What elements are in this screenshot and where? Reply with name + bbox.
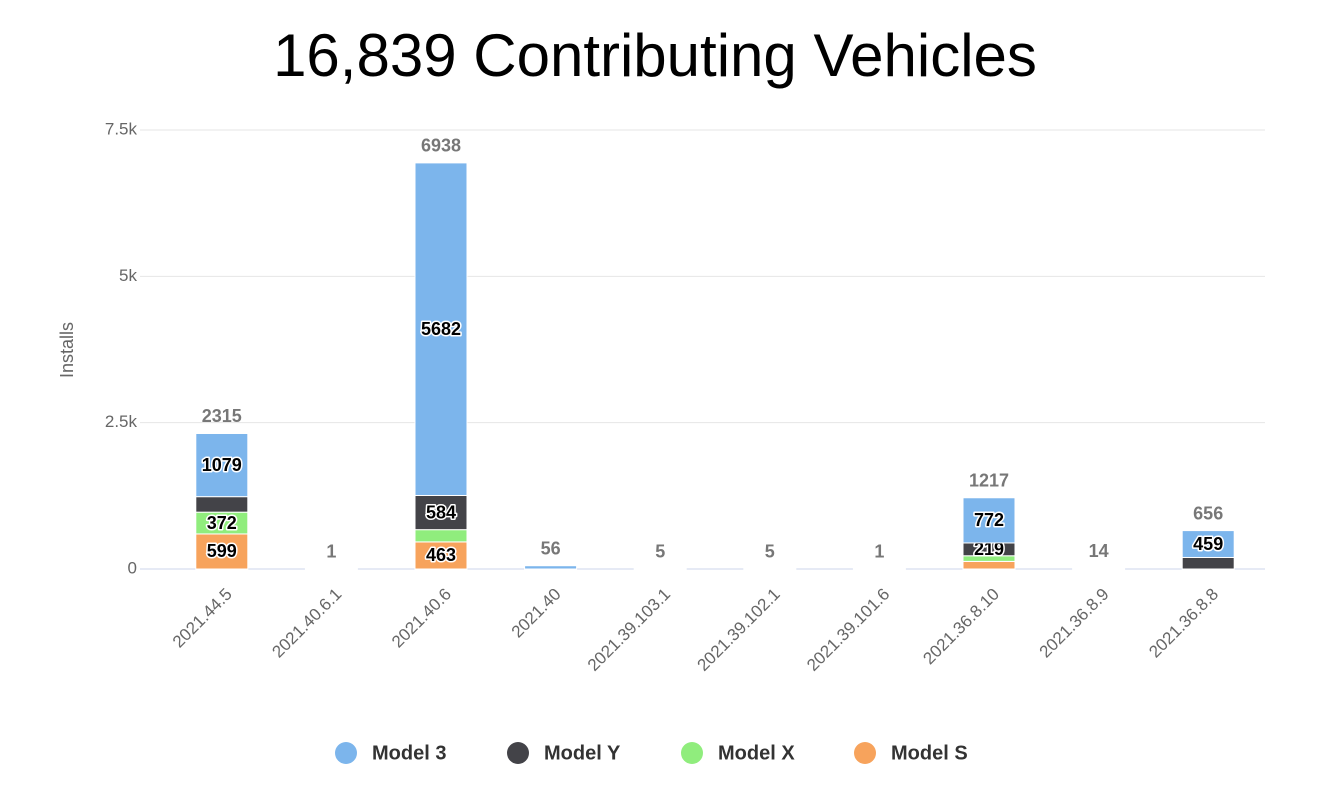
y-axis-title: Installs [57, 322, 77, 378]
bar-segment [195, 496, 249, 513]
total-label: 5 [655, 541, 665, 561]
x-tick-label: 2021.36.8.8 [1145, 585, 1222, 662]
segment-label: 599 [207, 541, 237, 561]
x-tick-label: 2021.39.102.1 [693, 585, 783, 675]
bar-segment [962, 497, 1016, 544]
y-tick-label: 2.5k [105, 412, 138, 431]
x-tick-label: 2021.39.101.6 [803, 585, 893, 675]
x-tick-label: 2021.39.103.1 [584, 585, 674, 675]
total-label: 14 [1089, 541, 1109, 561]
total-label: 56 [541, 538, 561, 558]
segment-label: 5682 [421, 319, 461, 339]
total-label: 1 [874, 542, 884, 562]
bar-segment [195, 533, 249, 570]
x-tick-label: 2021.36.8.9 [1036, 585, 1113, 662]
bar-segment [414, 494, 468, 531]
bar-segment [414, 541, 468, 570]
legend-label: Model S [891, 742, 968, 764]
legend-label: Model 3 [372, 742, 446, 764]
legend-marker [335, 742, 357, 764]
legend-marker [854, 742, 876, 764]
bar-segment [1181, 556, 1235, 570]
total-label: 5 [765, 541, 775, 561]
segment-label: 584 [426, 502, 456, 522]
legend-label: Model X [718, 742, 795, 764]
segment-label: 772 [974, 510, 1004, 530]
legend-marker [507, 742, 529, 764]
x-tick-label: 2021.36.8.10 [919, 585, 1003, 669]
bar-segment [414, 162, 468, 496]
x-tick-label: 2021.40 [508, 585, 565, 642]
bar-segment [195, 432, 249, 498]
chart-title: 16,839 Contributing Vehicles [273, 22, 1037, 89]
bar-segment [524, 565, 578, 570]
total-label: 1 [326, 542, 336, 562]
y-tick-label: 0 [128, 558, 137, 577]
segment-label: 372 [207, 513, 237, 533]
y-tick-label: 5k [119, 266, 137, 285]
bar-segment [1072, 567, 1126, 570]
x-tick-label: 2021.40.6 [388, 585, 455, 652]
segment-label: 1079 [202, 455, 242, 475]
total-label: 6938 [421, 136, 461, 156]
bar-segment [1181, 530, 1235, 558]
y-tick-label: 7.5k [105, 119, 138, 138]
x-tick-label: 2021.40.6.1 [268, 585, 345, 662]
x-tick-label: 2021.44.5 [169, 585, 236, 652]
segment-label: 463 [426, 545, 456, 565]
bar-segment [962, 560, 1016, 570]
bar-segment [414, 529, 468, 543]
total-label: 2315 [202, 406, 242, 426]
legend-label: Model Y [544, 742, 621, 764]
total-label: 656 [1193, 503, 1223, 523]
total-label: 1217 [969, 471, 1009, 491]
segment-label: 459 [1193, 534, 1223, 554]
legend-marker [681, 742, 703, 764]
